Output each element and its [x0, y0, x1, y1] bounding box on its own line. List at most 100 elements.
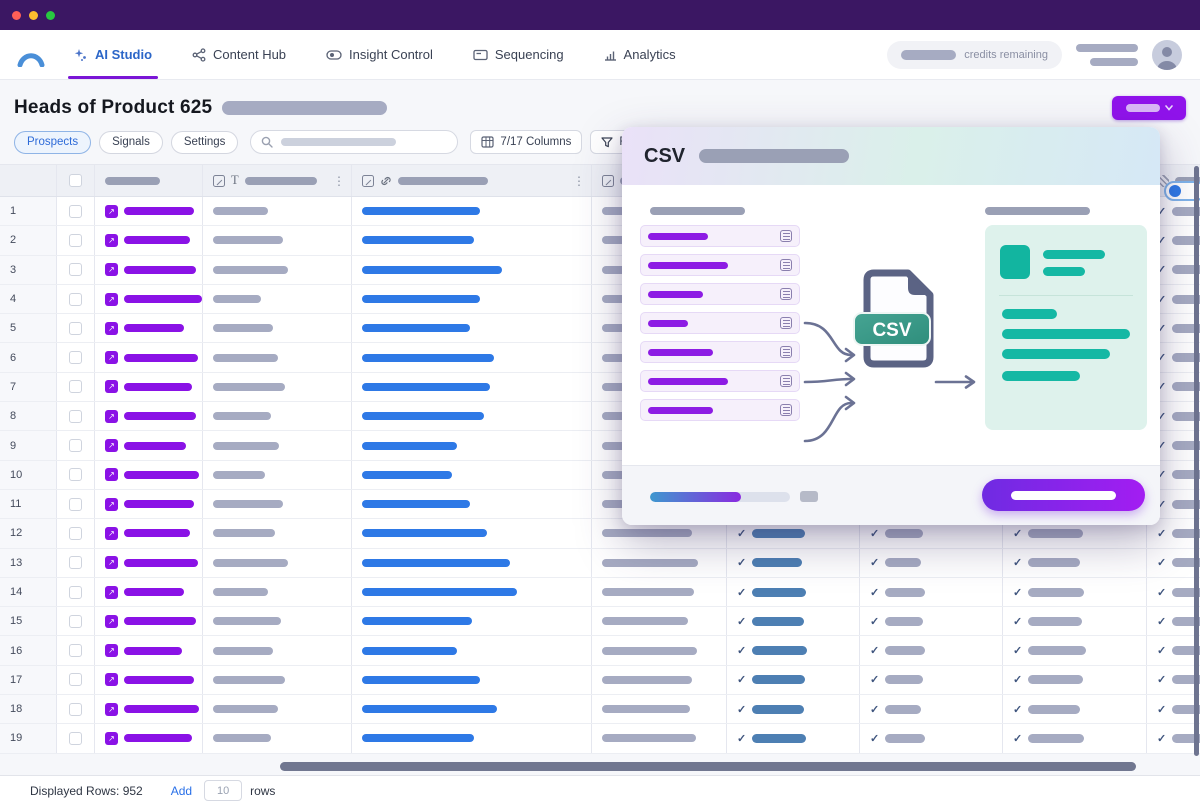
row-checkbox[interactable] — [69, 614, 82, 628]
expand-record-icon[interactable]: ↗ — [105, 731, 118, 745]
row-checkbox[interactable] — [69, 731, 82, 745]
nav-item-sequencing[interactable]: Sequencing — [473, 30, 564, 79]
expand-record-icon[interactable]: ↗ — [105, 263, 118, 277]
add-rows-button[interactable]: Add — [170, 783, 193, 798]
expand-record-icon[interactable]: ↗ — [105, 409, 118, 423]
link-cell[interactable] — [352, 255, 592, 284]
traffic-light-zoom-icon[interactable] — [46, 10, 55, 20]
prospect-name-cell[interactable]: ↗ — [95, 695, 203, 724]
link-cell[interactable] — [352, 431, 592, 460]
expand-record-icon[interactable]: ↗ — [105, 585, 118, 599]
expand-record-icon[interactable]: ↗ — [105, 439, 118, 453]
user-avatar[interactable] — [1152, 39, 1182, 70]
link-cell[interactable] — [352, 226, 592, 255]
row-checkbox[interactable] — [69, 204, 82, 218]
link-cell[interactable] — [352, 284, 592, 314]
table-row[interactable]: 13 ↗ ✓ ✓ ✓ ✓ — [0, 548, 1200, 578]
export-field-item[interactable] — [640, 254, 800, 276]
expand-record-icon[interactable]: ↗ — [105, 204, 118, 218]
row-checkbox[interactable] — [69, 380, 82, 394]
column-menu-icon[interactable]: ⋮ — [573, 173, 585, 188]
link-cell[interactable] — [352, 724, 592, 753]
row-checkbox[interactable] — [69, 644, 82, 658]
link-cell[interactable] — [352, 695, 592, 724]
expand-record-icon[interactable]: ↗ — [105, 497, 118, 511]
prospect-name-cell[interactable]: ↗ — [95, 314, 203, 343]
prospect-name-cell[interactable]: ↗ — [95, 489, 203, 519]
link-cell[interactable] — [352, 197, 592, 226]
export-field-item[interactable] — [640, 399, 800, 421]
expand-record-icon[interactable]: ↗ — [105, 702, 118, 716]
link-cell[interactable] — [352, 372, 592, 402]
expand-record-icon[interactable]: ↗ — [105, 556, 118, 570]
row-checkbox[interactable] — [69, 321, 82, 335]
tab-settings[interactable]: Settings — [170, 130, 239, 154]
row-checkbox[interactable] — [69, 673, 82, 687]
prospect-name-cell[interactable]: ↗ — [95, 255, 203, 284]
table-row[interactable]: 15 ↗ ✓ ✓ ✓ ✓ — [0, 607, 1200, 637]
expand-record-icon[interactable]: ↗ — [105, 351, 118, 365]
table-row[interactable]: 17 ↗ ✓ ✓ ✓ ✓ — [0, 665, 1200, 696]
prospect-name-cell[interactable]: ↗ — [95, 636, 203, 665]
column-header[interactable]: ⋮ — [352, 165, 592, 196]
row-checkbox[interactable] — [69, 556, 82, 570]
row-checkbox[interactable] — [69, 585, 82, 599]
brand-logo-icon[interactable] — [16, 43, 46, 67]
table-row[interactable]: 19 ↗ ✓ ✓ ✓ ✓ — [0, 724, 1200, 754]
link-cell[interactable] — [352, 577, 592, 607]
vertical-scrollbar[interactable] — [1194, 166, 1199, 756]
expand-record-icon[interactable]: ↗ — [105, 292, 118, 306]
nav-item-analytics[interactable]: Analytics — [604, 30, 676, 79]
link-cell[interactable] — [352, 402, 592, 431]
expand-record-icon[interactable]: ↗ — [105, 644, 118, 658]
expand-record-icon[interactable]: ↗ — [105, 321, 118, 335]
link-cell[interactable] — [352, 665, 592, 695]
prospect-name-cell[interactable]: ↗ — [95, 665, 203, 695]
link-cell[interactable] — [352, 607, 592, 636]
column-header[interactable]: T ⋮ — [203, 165, 352, 196]
prospect-name-cell[interactable]: ↗ — [95, 548, 203, 577]
prospect-name-cell[interactable]: ↗ — [95, 284, 203, 314]
traffic-light-close-icon[interactable] — [12, 10, 21, 20]
expand-record-icon[interactable]: ↗ — [105, 468, 118, 482]
link-cell[interactable] — [352, 548, 592, 577]
prospect-name-cell[interactable]: ↗ — [95, 577, 203, 607]
column-menu-icon[interactable]: ⋮ — [333, 173, 345, 188]
expand-record-icon[interactable]: ↗ — [105, 614, 118, 628]
export-field-item[interactable] — [640, 341, 800, 363]
nav-item-content-hub[interactable]: Content Hub — [192, 30, 286, 79]
tab-signals[interactable]: Signals — [99, 130, 163, 154]
row-checkbox[interactable] — [69, 468, 82, 482]
prospect-name-cell[interactable]: ↗ — [95, 607, 203, 636]
expand-record-icon[interactable]: ↗ — [105, 380, 118, 394]
prospect-name-cell[interactable]: ↗ — [95, 431, 203, 460]
export-dropdown-button[interactable] — [1112, 96, 1186, 120]
traffic-light-minimize-icon[interactable] — [29, 10, 38, 20]
prospect-name-cell[interactable]: ↗ — [95, 460, 203, 489]
select-all-checkbox[interactable] — [69, 174, 82, 187]
expand-record-icon[interactable]: ↗ — [105, 673, 118, 687]
link-cell[interactable] — [352, 636, 592, 665]
columns-button[interactable]: 7/17 Columns — [470, 130, 583, 154]
row-checkbox[interactable] — [69, 292, 82, 306]
row-checkbox[interactable] — [69, 497, 82, 511]
nav-item-ai-studio[interactable]: AI Studio — [68, 30, 159, 79]
row-checkbox[interactable] — [69, 439, 82, 453]
row-checkbox[interactable] — [69, 351, 82, 365]
column-header[interactable] — [95, 165, 203, 196]
link-cell[interactable] — [352, 314, 592, 343]
table-row[interactable]: 14 ↗ ✓ ✓ ✓ ✓ — [0, 577, 1200, 608]
prospect-name-cell[interactable]: ↗ — [95, 372, 203, 402]
profile-toggle-chip[interactable] — [1164, 181, 1200, 201]
nav-item-insight-control[interactable]: Insight Control — [326, 30, 433, 79]
link-cell[interactable] — [352, 519, 592, 548]
rows-count-input[interactable] — [204, 780, 243, 801]
export-field-item[interactable] — [640, 312, 800, 334]
link-cell[interactable] — [352, 343, 592, 372]
table-row[interactable]: 18 ↗ ✓ ✓ ✓ ✓ — [0, 695, 1200, 725]
table-row[interactable]: 16 ↗ ✓ ✓ ✓ ✓ — [0, 636, 1200, 666]
prospect-name-cell[interactable]: ↗ — [95, 226, 203, 255]
export-field-item[interactable] — [640, 283, 800, 305]
row-checkbox[interactable] — [69, 702, 82, 716]
row-checkbox[interactable] — [69, 263, 82, 277]
